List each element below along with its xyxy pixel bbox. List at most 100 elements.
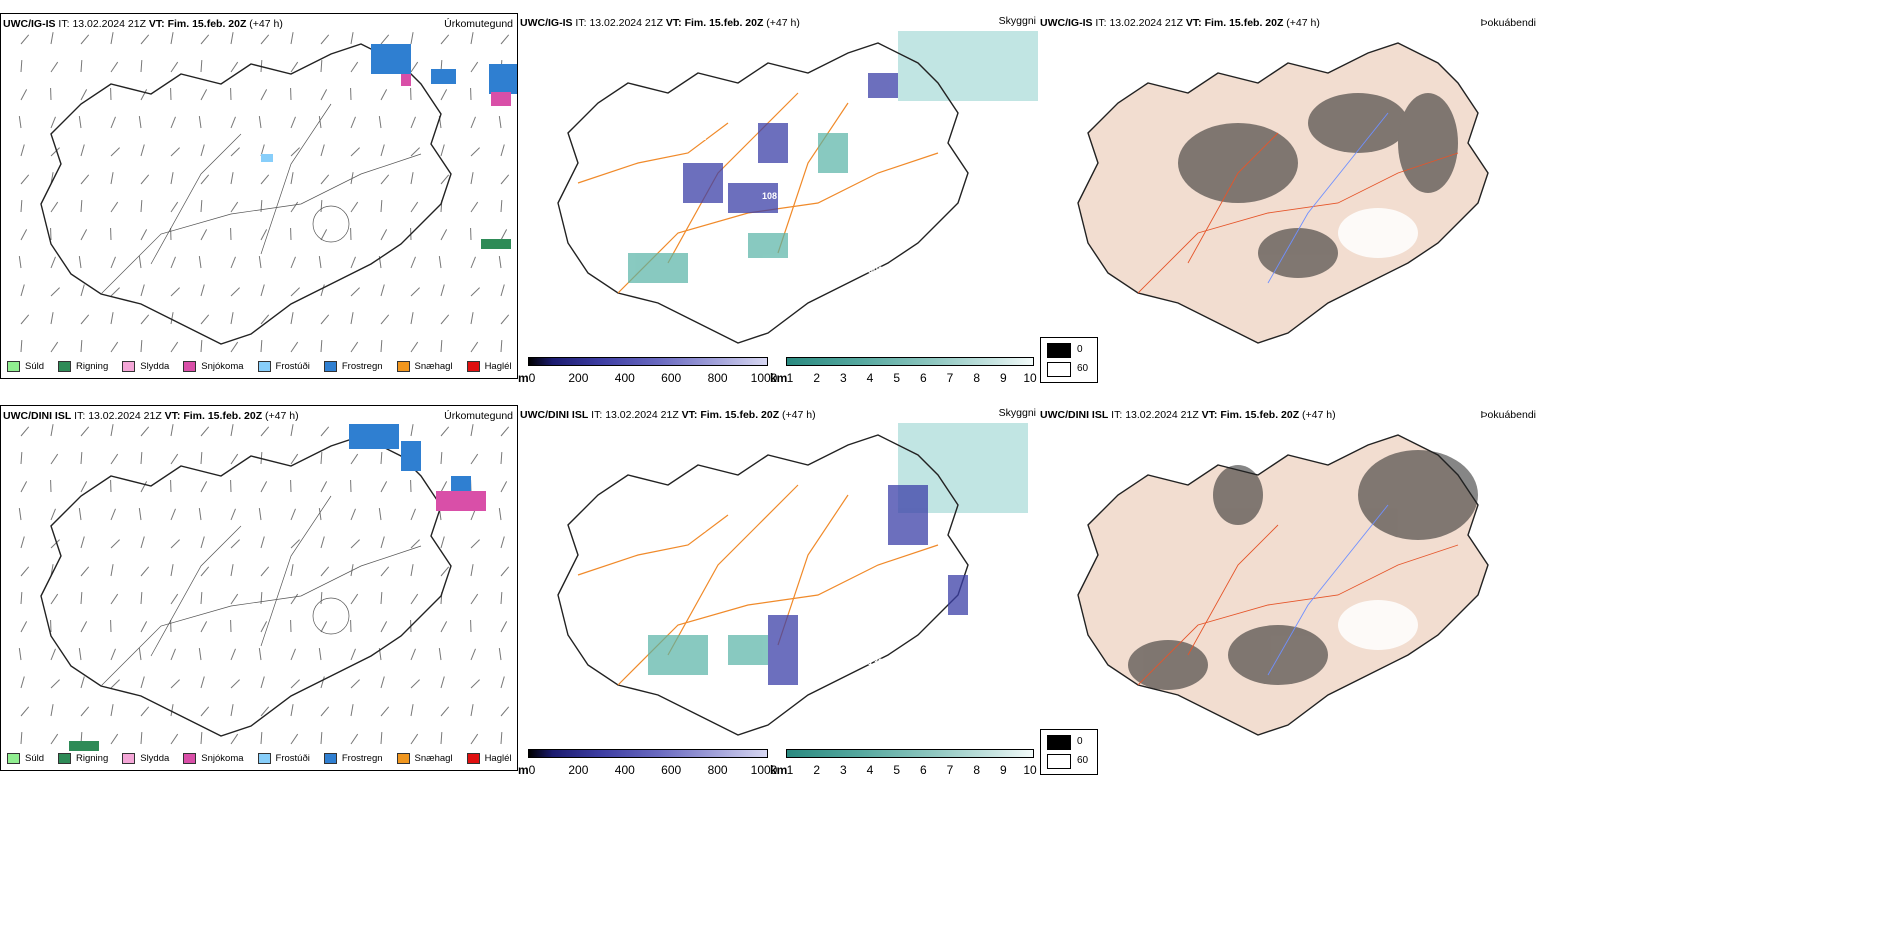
wind-barb <box>230 147 240 157</box>
wind-barb <box>110 508 116 521</box>
visibility-value-label: 140 <box>709 546 724 556</box>
wind-barb <box>170 201 179 213</box>
wind-barb <box>290 201 299 213</box>
wind-barb <box>140 706 150 717</box>
wind-barb <box>140 591 143 605</box>
wind-barb <box>140 536 145 549</box>
wind-barb <box>500 536 505 549</box>
wind-barb <box>170 172 174 185</box>
wind-barb <box>440 566 450 577</box>
wind-barb <box>20 706 30 717</box>
scale-tick: 6 <box>919 763 927 777</box>
wind-barb <box>230 593 239 605</box>
scale-tick: 600 <box>661 371 682 385</box>
wind-barb <box>200 174 210 185</box>
wind-barb <box>170 539 180 549</box>
visibility-value-label: 118 <box>656 117 671 127</box>
wind-barb <box>378 116 382 129</box>
precip-snow-patch <box>349 424 399 449</box>
wind-barb <box>440 144 445 157</box>
wind-barb <box>258 508 262 521</box>
wind-barb <box>350 733 359 745</box>
legend-label: Snjókoma <box>201 753 244 764</box>
panel-title: Skyggni <box>998 15 1036 27</box>
wind-barb <box>138 116 142 129</box>
wind-barb <box>260 621 268 633</box>
scale-tick: 800 <box>707 763 728 777</box>
scale-bar-m <box>528 357 768 366</box>
wind-barb <box>50 32 54 45</box>
legend-item: Frostúði <box>257 753 310 764</box>
wind-barb <box>438 648 442 661</box>
legend-label: Snæhagl <box>414 361 453 372</box>
wind-barb <box>20 174 30 185</box>
wind-barb <box>140 481 148 493</box>
legend-swatch <box>396 361 410 372</box>
visibility-fog-shading <box>898 31 1038 101</box>
wind-barb <box>320 284 325 297</box>
wind-barb <box>110 564 114 577</box>
fog-panel-row1: UWC/IG-IS IT: 13.02.2024 21Z VT: Fim. 15… <box>1038 13 1538 379</box>
wind-barb <box>320 314 330 325</box>
wind-barb <box>440 89 448 101</box>
wind-barb <box>20 199 23 213</box>
wind-barb <box>498 116 502 129</box>
wind-barb <box>110 733 119 745</box>
wind-barb <box>170 116 176 129</box>
wind-barb <box>18 116 22 129</box>
precip-snow-patch <box>451 476 471 491</box>
wind-barb <box>200 229 208 241</box>
wind-barb <box>50 287 60 297</box>
wind-barb <box>50 61 59 73</box>
wind-barb <box>500 566 510 577</box>
wind-barb <box>410 593 419 605</box>
wind-barb <box>170 312 174 325</box>
wind-barb <box>470 32 474 45</box>
wind-barb <box>170 32 174 45</box>
wind-barb <box>110 201 119 213</box>
wind-barb <box>500 229 508 241</box>
wind-barb <box>320 731 323 745</box>
wind-barb <box>500 314 510 325</box>
precip-panel-row2: UWC/DINI ISL IT: 13.02.2024 21Z VT: Fim.… <box>0 405 518 771</box>
wind-barb <box>110 287 120 297</box>
fog-index-shading <box>1128 450 1478 690</box>
wind-barb <box>78 508 82 521</box>
scale-tick: 5 <box>893 763 900 777</box>
wind-barb <box>470 341 479 353</box>
wind-barb <box>50 341 59 353</box>
wind-barb <box>380 451 383 465</box>
wind-barb <box>50 733 59 745</box>
wind-barb <box>470 704 474 717</box>
wind-barb <box>350 679 360 689</box>
legend-swatch <box>122 753 136 764</box>
wind-barb <box>80 174 90 185</box>
visibility-value-label: 104 <box>797 206 812 216</box>
wind-barb <box>20 566 30 577</box>
wind-barb <box>500 339 503 353</box>
wind-barb <box>20 314 30 325</box>
wind-barb <box>20 339 23 353</box>
wind-barb <box>230 256 236 269</box>
wind-barb <box>290 287 300 297</box>
wind-barb <box>140 621 148 633</box>
wind-barb <box>440 621 448 633</box>
wind-barb <box>260 339 263 353</box>
wind-barb <box>260 199 263 213</box>
wind-barb <box>80 144 85 157</box>
wind-barb <box>380 314 390 325</box>
wind-barb <box>20 591 23 605</box>
scale-tick: 200 <box>568 763 589 777</box>
wind-barb <box>50 147 60 157</box>
wind-barb <box>200 339 203 353</box>
legend-label: Snæhagl <box>414 753 453 764</box>
wind-barb <box>170 341 179 353</box>
legend-swatch <box>257 361 271 372</box>
scale-bar-km <box>786 357 1034 366</box>
scale-tick: 1000 <box>750 371 778 385</box>
wind-barb <box>470 453 479 465</box>
legend-swatch <box>466 361 480 372</box>
wind-barb <box>140 339 143 353</box>
legend-swatch <box>323 753 337 764</box>
precip-legend: Súld Rigning Slydda Snjókoma Frostúði Frostre… <box>7 753 512 764</box>
